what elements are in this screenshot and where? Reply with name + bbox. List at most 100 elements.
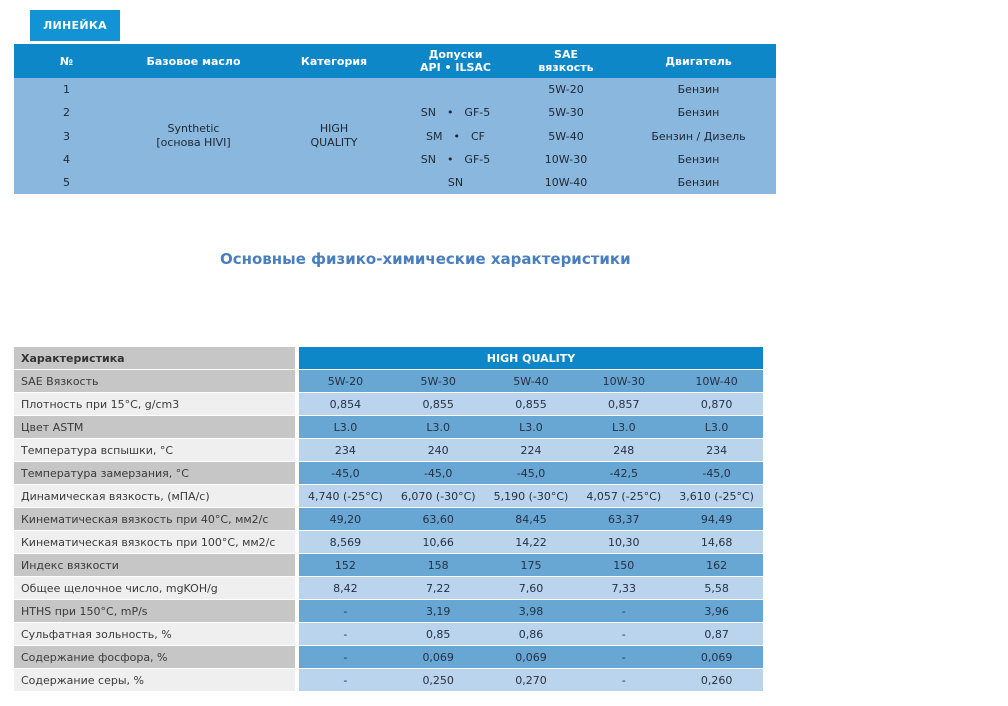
cell-value: - [299, 669, 392, 691]
cell-value: 4,740 (-25°C) [299, 485, 392, 507]
cell-value: 240 [391, 439, 485, 461]
cell-approvals: SM • CF [426, 129, 485, 143]
col-header-approvals-line2: API • ILSAC [420, 61, 491, 74]
cell-value: 3,98 [484, 600, 578, 622]
table-row: Плотность при 15°C, g/cm3 0,854 0,855 0,… [14, 393, 763, 415]
table-row: 1 5W-20 Бензин [14, 78, 776, 101]
column-gap [295, 531, 299, 553]
cell-value: 0,069 [391, 646, 485, 668]
cell-engine: Бензин [677, 175, 720, 189]
table-row: 5 SN 10W-40 Бензин [14, 171, 776, 194]
cell-value: -45,0 [484, 462, 578, 484]
cell-value: 5,190 (-30°C) [484, 485, 578, 507]
cell-value: 5,58 [670, 577, 763, 599]
col-header-group: HIGH QUALITY [299, 347, 763, 369]
cell-value: 0,855 [391, 393, 485, 415]
row-values: - 0,250 0,270 - 0,260 [299, 669, 763, 691]
category-line2: QUALITY [310, 136, 358, 149]
column-gap [295, 600, 299, 622]
cell-approvals: SN • GF-5 [420, 106, 491, 120]
column-gap [295, 577, 299, 599]
cell-value: 0,87 [670, 623, 763, 645]
cell-number: 1 [63, 83, 70, 97]
row-label: Сульфатная зольность, % [14, 623, 295, 645]
cell-value: 234 [670, 439, 763, 461]
cell-value: 150 [577, 554, 671, 576]
table-row: Температура замерзания, °C -45,0 -45,0 -… [14, 462, 763, 484]
table-row: Содержание серы, % - 0,250 0,270 - 0,260 [14, 669, 763, 691]
cell-value: 0,069 [670, 646, 763, 668]
cell-approvals: SN [447, 175, 464, 189]
cell-value: - [299, 623, 392, 645]
cell-value: 63,37 [577, 508, 671, 530]
cell-engine: Бензин [677, 106, 720, 120]
column-gap [295, 416, 299, 438]
col-header-engine: Двигатель [621, 44, 776, 78]
table-row: Кинематическая вязкость при 40°C, мм2/с … [14, 508, 763, 530]
cell-value: 248 [577, 439, 671, 461]
cell-number: 4 [63, 152, 70, 166]
cell-value: - [577, 669, 671, 691]
cell-value: L3.0 [391, 416, 485, 438]
row-values: 49,20 63,60 84,45 63,37 94,49 [299, 508, 763, 530]
cell-value: -45,0 [299, 462, 392, 484]
col-header-sae-line1: SAE [554, 48, 578, 61]
row-values: 152 158 175 150 162 [299, 554, 763, 576]
column-gap [295, 646, 299, 668]
cell-value: 0,870 [670, 393, 763, 415]
row-label: Общее щелочное число, mgKOH/g [14, 577, 295, 599]
table-row: HTHS при 150°C, mP/s - 3,19 3,98 - 3,96 [14, 600, 763, 622]
table-row: Сульфатная зольность, % - 0,85 0,86 - 0,… [14, 623, 763, 645]
table-row: Температура вспышки, °C 234 240 224 248 … [14, 439, 763, 461]
cell-value: 14,68 [670, 531, 763, 553]
table-row: 2 SN • GF-5 5W-30 Бензин [14, 101, 776, 124]
cell-value: 0,86 [484, 623, 578, 645]
cell-number: 5 [63, 175, 70, 189]
cell-value: - [299, 600, 392, 622]
tab-lineup[interactable]: ЛИНЕЙКА [30, 10, 120, 41]
cell-value: 8,569 [299, 531, 392, 553]
cell-approvals: SN • GF-5 [420, 152, 491, 166]
cell-engine: Бензин / Дизель [651, 129, 746, 143]
cell-value: 0,855 [484, 393, 578, 415]
cell-value: 6,070 (-30°C) [391, 485, 485, 507]
col-header-base-oil: Базовое масло [119, 44, 268, 78]
row-values: - 0,85 0,86 - 0,87 [299, 623, 763, 645]
row-label: Содержание серы, % [14, 669, 295, 691]
cell-value: 4,057 (-25°C) [577, 485, 671, 507]
table-row: 4 SN • GF-5 10W-30 Бензин [14, 148, 776, 171]
col-header-engine-label: Двигатель [665, 54, 732, 68]
row-values: 0,854 0,855 0,855 0,857 0,870 [299, 393, 763, 415]
column-gap [295, 439, 299, 461]
cell-value: L3.0 [670, 416, 763, 438]
cell-sae: 10W-40 [544, 175, 588, 189]
table-row: Общее щелочное число, mgKOH/g 8,42 7,22 … [14, 577, 763, 599]
table-row: Цвет ASTM L3.0 L3.0 L3.0 L3.0 L3.0 [14, 416, 763, 438]
col-header-number-label: № [59, 54, 74, 68]
cell-value: 3,610 (-25°C) [670, 485, 763, 507]
col-header-sae: SAE вязкость [511, 44, 621, 78]
cell-sae: 5W-30 [548, 106, 584, 120]
cell-value: 175 [484, 554, 578, 576]
table-row: Содержание фосфора, % - 0,069 0,069 - 0,… [14, 646, 763, 668]
column-gap [295, 370, 299, 392]
cell-value: 10,30 [577, 531, 671, 553]
cell-value: 10W-30 [577, 370, 671, 392]
section-title: Основные физико-химические характеристик… [220, 250, 631, 268]
cell-engine: Бензин [677, 83, 720, 97]
cell-value: 8,42 [299, 577, 392, 599]
cell-value: 7,60 [484, 577, 578, 599]
column-gap [295, 485, 299, 507]
row-values: - 0,069 0,069 - 0,069 [299, 646, 763, 668]
cell-value: 0,85 [391, 623, 485, 645]
cell-value: 7,22 [391, 577, 485, 599]
table-row: 3 SM • CF 5W-40 Бензин / Дизель [14, 124, 776, 147]
cell-number: 3 [63, 129, 70, 143]
row-label: Индекс вязкости [14, 554, 295, 576]
cell-value: 0,250 [391, 669, 485, 691]
merged-cell-base-oil: Synthetic [основа HIVI] [119, 78, 268, 194]
column-gap [295, 669, 299, 691]
cell-value: L3.0 [577, 416, 671, 438]
cell-value: 152 [299, 554, 392, 576]
